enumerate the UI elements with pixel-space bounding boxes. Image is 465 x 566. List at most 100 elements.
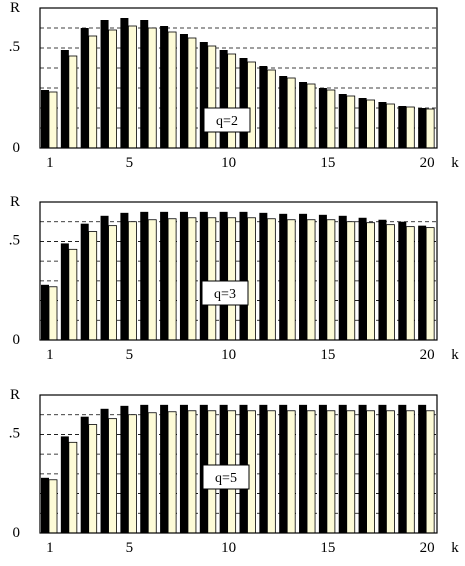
bar-black xyxy=(41,477,49,533)
bar-black xyxy=(60,243,69,340)
bar-black xyxy=(299,82,308,148)
x-axis-label: k xyxy=(451,347,459,363)
x-axis-label: k xyxy=(451,155,459,171)
bar-cream xyxy=(127,221,137,341)
bar-black xyxy=(378,219,387,340)
y-tick-label: 0 xyxy=(13,332,21,348)
x-tick-label: 10 xyxy=(221,347,236,363)
bar-black xyxy=(398,106,407,148)
bar-black xyxy=(358,217,367,340)
bar-cream xyxy=(425,108,435,149)
bar-black xyxy=(358,98,367,148)
bar-black xyxy=(398,404,407,533)
panel-label-box xyxy=(203,107,251,133)
bar-black xyxy=(80,223,89,340)
bar-cream xyxy=(266,410,276,534)
bar-cream xyxy=(167,218,177,341)
x-tick-label: 15 xyxy=(320,540,335,556)
bar-black xyxy=(100,20,109,148)
bar-black xyxy=(100,215,109,340)
bar-black xyxy=(418,404,427,533)
bar-black xyxy=(120,405,129,533)
y-tick-label: .5 xyxy=(9,425,20,441)
bar-cream xyxy=(187,37,197,149)
bar-black xyxy=(219,211,228,340)
bar-black xyxy=(160,26,169,148)
bar-black xyxy=(239,58,248,148)
bar-cream xyxy=(286,77,296,149)
bar-cream xyxy=(266,218,276,341)
bar-black xyxy=(80,28,89,148)
bar-cream xyxy=(425,410,435,534)
bar-cream xyxy=(207,45,217,149)
y-tick-label: 0 xyxy=(13,525,21,541)
bar-black xyxy=(60,436,69,533)
bar-cream xyxy=(346,410,356,534)
bar-black xyxy=(60,50,69,148)
bar-cream xyxy=(405,410,415,534)
bar-black xyxy=(179,404,188,533)
bar-cream xyxy=(405,226,415,341)
x-tick-label: 10 xyxy=(221,155,236,171)
y-tick-label: .5 xyxy=(9,232,20,248)
bar-black xyxy=(160,404,169,533)
bar-cream xyxy=(247,61,256,149)
bar-cream xyxy=(68,55,78,149)
bar-cream xyxy=(326,410,336,534)
x-tick-label: 20 xyxy=(420,155,435,171)
panel-label: q=5 xyxy=(215,471,237,486)
bar-black xyxy=(239,211,248,340)
bar-black xyxy=(259,212,268,340)
bar-black xyxy=(318,404,327,533)
bar-black xyxy=(100,408,109,533)
bar-cream xyxy=(346,95,356,149)
bar-black xyxy=(199,211,208,340)
y-tick-label: 0 xyxy=(13,140,21,156)
bar-cream xyxy=(227,217,237,341)
bar-cream xyxy=(405,106,415,149)
bar-black xyxy=(299,404,308,533)
bar-cream xyxy=(167,31,177,149)
plot-frame xyxy=(39,7,438,149)
bar-cream xyxy=(187,410,197,534)
bar-black xyxy=(338,215,347,340)
bar-cream xyxy=(266,69,276,149)
bar-black xyxy=(418,108,427,148)
bar-cream xyxy=(326,219,336,341)
x-tick-label: 20 xyxy=(420,347,435,363)
bar-cream xyxy=(386,103,395,149)
x-axis-label: k xyxy=(451,540,459,556)
bar-black xyxy=(299,213,308,340)
bar-cream xyxy=(187,217,197,341)
x-tick-label: 1 xyxy=(46,155,54,171)
panel-label: q=2 xyxy=(216,114,238,129)
plot-frame xyxy=(39,394,438,534)
x-tick-label: 15 xyxy=(320,155,335,171)
bar-black xyxy=(378,102,387,148)
bar-black xyxy=(120,18,129,148)
bar-black xyxy=(41,90,49,148)
bar-black xyxy=(338,404,347,533)
x-tick-label: 5 xyxy=(126,347,134,363)
panel-label-box xyxy=(201,280,249,306)
bar-cream xyxy=(286,410,296,534)
bar-black xyxy=(199,42,208,148)
bar-cream xyxy=(88,424,98,534)
bar-black xyxy=(259,66,268,148)
x-tick-label: 1 xyxy=(46,347,54,363)
bar-cream xyxy=(68,441,78,534)
bar-cream xyxy=(108,418,117,534)
panel-label-box xyxy=(202,464,250,490)
bar-black xyxy=(140,211,149,340)
bar-black xyxy=(179,34,188,148)
bar-cream xyxy=(366,222,376,341)
bar-cream xyxy=(366,410,376,534)
bar-black xyxy=(279,404,288,533)
bar-cream xyxy=(68,248,78,341)
bar-cream xyxy=(167,411,177,534)
bar-black xyxy=(318,88,327,148)
bar-black xyxy=(398,221,407,340)
bar-cream xyxy=(366,99,376,149)
x-tick-label: 15 xyxy=(320,347,335,363)
bar-black xyxy=(219,50,228,148)
